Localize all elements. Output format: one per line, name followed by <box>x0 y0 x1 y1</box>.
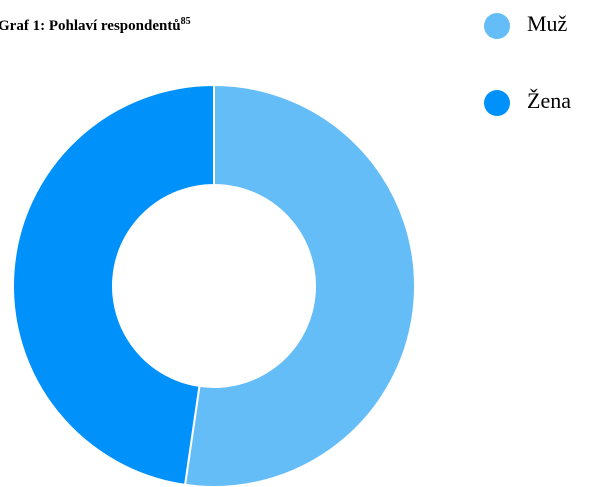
title-superscript: 85 <box>181 16 191 27</box>
title-text: Graf 1: Pohlaví respondentů <box>0 18 181 34</box>
legend-label: Muž <box>527 11 568 36</box>
slice <box>12 83 215 487</box>
slice <box>183 83 416 487</box>
chart-title: Graf 1: Pohlaví respondentů85 <box>0 16 191 34</box>
legend-label: Žena <box>527 88 571 113</box>
legend-swatch <box>484 13 510 39</box>
legend-swatch <box>484 90 510 116</box>
